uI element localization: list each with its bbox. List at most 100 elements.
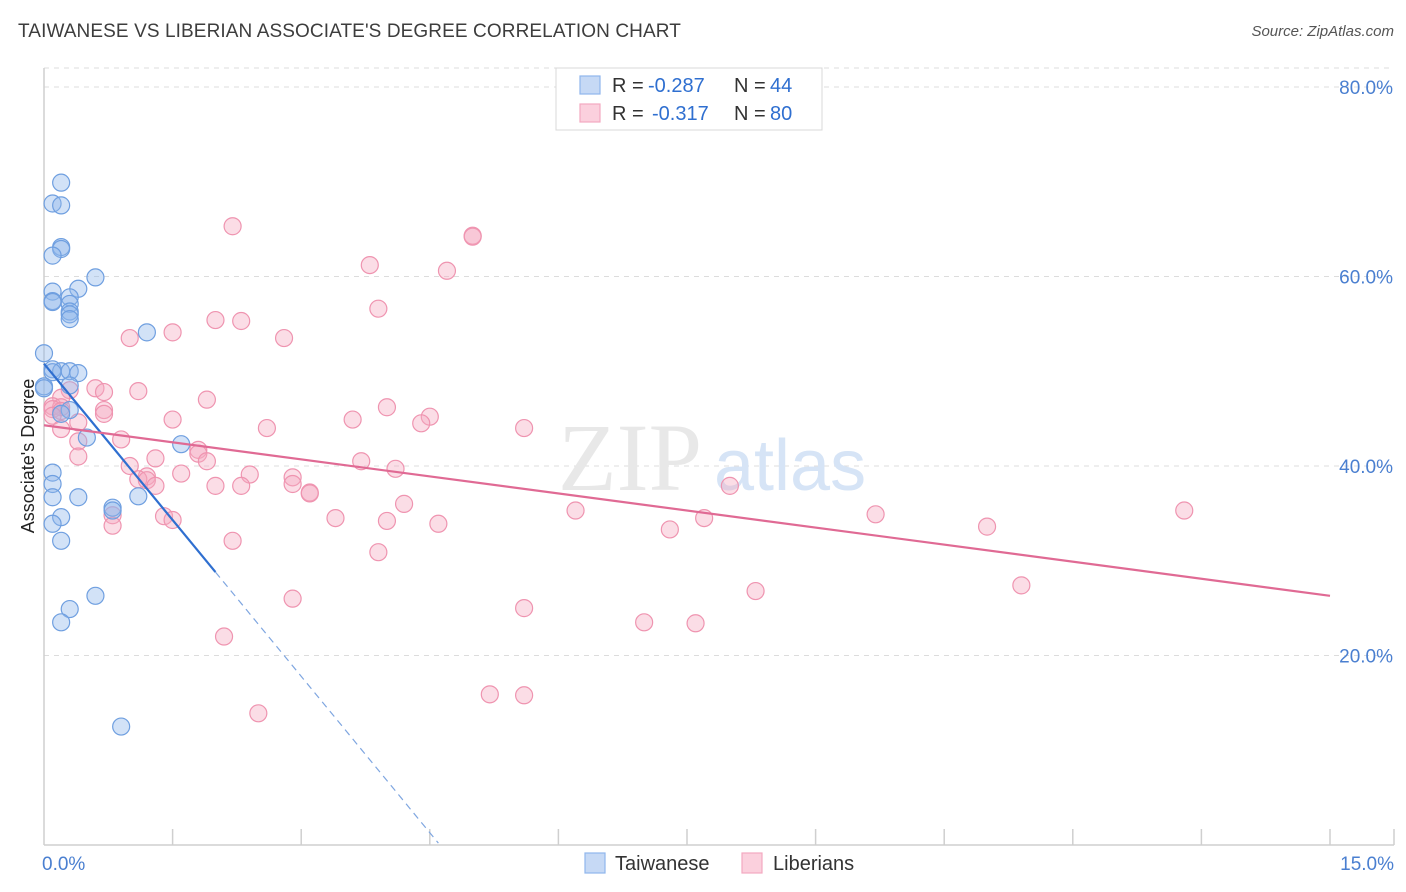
- liberians-point: [232, 311, 251, 331]
- taiwanese-point: [52, 613, 71, 632]
- liberians-point: [120, 328, 139, 348]
- liberians-point: [249, 704, 268, 723]
- taiwanese-point: [137, 323, 156, 342]
- taiwanese-point: [86, 268, 105, 287]
- taiwanese-point: [34, 344, 54, 363]
- liberians-point: [480, 685, 499, 704]
- legend-box: R = -0.287 N = 44 R = -0.317 N = 80: [555, 67, 823, 131]
- taiwanese-point: [60, 310, 79, 329]
- liberians-point: [206, 310, 225, 330]
- legend-r-taiwanese: -0.287: [648, 75, 705, 97]
- taiwanese-point: [43, 246, 62, 265]
- liberians-point: [369, 543, 388, 562]
- y-axis-title: Associate's Degree: [18, 379, 38, 534]
- taiwanese-point: [60, 305, 79, 324]
- liberians-point: [197, 390, 216, 409]
- liberians-point: [377, 511, 397, 531]
- liberians-points: [43, 217, 1194, 723]
- taiwanese-point: [52, 404, 71, 423]
- liberians-point: [103, 516, 122, 535]
- liberians-point: [257, 418, 277, 438]
- liberians-point: [94, 404, 114, 423]
- taiwanese-point: [112, 717, 131, 736]
- legend-n-label-liberians: N =: [734, 103, 766, 125]
- taiwanese-point: [60, 376, 79, 395]
- taiwanese-trend-line: [43, 362, 217, 573]
- liberians-point: [463, 227, 482, 246]
- liberians-point: [206, 476, 225, 495]
- y-tick-label: 80.0%: [1339, 78, 1393, 99]
- x-tick-label-max: 15.0%: [1340, 854, 1394, 875]
- liberians-point: [977, 517, 997, 536]
- liberians-trend-line: [43, 424, 1331, 597]
- liberians-point: [429, 514, 448, 533]
- liberians-point: [394, 494, 414, 513]
- liberians-point: [343, 410, 362, 429]
- legend-n-liberians: 80: [770, 103, 792, 125]
- bottom-legend: Taiwanese Liberians: [584, 852, 854, 875]
- liberians-point: [566, 501, 585, 520]
- liberians-point: [214, 627, 234, 646]
- liberians-point: [232, 476, 251, 495]
- legend-r-label-liberians: R =: [612, 103, 644, 125]
- y-tick-labels: 20.0% 40.0% 60.0% 80.0%: [1339, 78, 1393, 668]
- liberians-point: [515, 686, 534, 705]
- bottom-legend-label-taiwanese: Taiwanese: [615, 853, 710, 875]
- liberians-point: [1012, 576, 1031, 595]
- legend-n-taiwanese: 44: [770, 75, 792, 97]
- taiwanese-point: [129, 487, 148, 506]
- taiwanese-point: [43, 474, 62, 494]
- taiwanese-point: [69, 488, 88, 507]
- liberians-point: [86, 379, 105, 398]
- liberians-point: [112, 430, 131, 449]
- liberians-point: [412, 414, 431, 433]
- liberians-point: [163, 410, 182, 429]
- liberians-point: [866, 505, 885, 524]
- liberians-point: [69, 432, 88, 451]
- trend-lines: [43, 362, 1331, 844]
- liberians-point: [1175, 501, 1194, 520]
- taiwanese-point: [52, 173, 71, 192]
- watermark-atlas: atlas: [714, 426, 866, 506]
- liberians-point: [300, 484, 319, 503]
- chart-source: Source: ZipAtlas.com: [1251, 23, 1394, 40]
- legend-n-label-taiwanese: N =: [734, 75, 766, 97]
- liberians-point: [283, 468, 302, 487]
- legend-r-label-taiwanese: R =: [612, 75, 644, 97]
- taiwanese-point: [77, 428, 96, 447]
- legend-swatch-taiwanese: [579, 75, 601, 95]
- y-tick-label: 40.0%: [1339, 457, 1393, 478]
- bottom-legend-swatch-liberians: [741, 852, 763, 874]
- liberians-point: [369, 299, 388, 318]
- liberians-point: [172, 464, 191, 483]
- y-tick-label: 20.0%: [1339, 646, 1393, 667]
- liberians-point: [69, 447, 88, 466]
- liberians-point: [154, 507, 174, 526]
- liberians-point: [94, 382, 114, 402]
- taiwanese-point: [52, 196, 71, 215]
- bottom-legend-label-liberians: Liberians: [773, 853, 854, 875]
- liberians-point: [746, 581, 765, 601]
- x-ticks: [171, 829, 1395, 845]
- gridlines: [44, 67, 1394, 656]
- watermark-zip: ZIP: [558, 404, 702, 511]
- liberians-point: [515, 418, 534, 438]
- legend-swatch-liberians: [579, 103, 601, 123]
- taiwanese-point: [69, 364, 88, 383]
- liberians-point: [146, 476, 165, 495]
- taiwanese-point: [103, 501, 122, 520]
- x-tick-label-min: 0.0%: [42, 854, 85, 875]
- liberians-point: [377, 398, 397, 417]
- liberians-point: [515, 599, 534, 618]
- liberians-point: [129, 382, 148, 401]
- liberians-point: [274, 328, 294, 348]
- taiwanese-point: [60, 294, 79, 314]
- liberians-point: [223, 217, 242, 236]
- bottom-legend-swatch-taiwanese: [584, 852, 606, 874]
- liberians-point: [437, 261, 457, 280]
- liberians-point: [686, 614, 705, 633]
- liberians-point: [163, 323, 182, 342]
- liberians-point: [386, 459, 405, 478]
- taiwanese-points: [34, 173, 191, 736]
